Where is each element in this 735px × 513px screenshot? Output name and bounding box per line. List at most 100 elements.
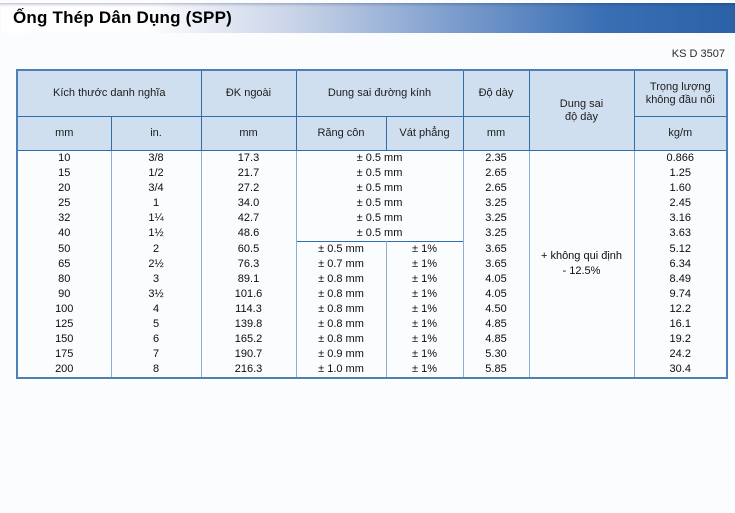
cell-nominal-mm: 150 [16,332,112,347]
cell-thickness: 3.25 [462,226,530,242]
cell-nominal-mm: 125 [16,317,112,332]
cell-thickness: 2.65 [462,181,530,196]
cell-diameter-tolerance: ± 0.5 mm [295,196,464,211]
table-row: 150 6 165.2 ± 0.8 mm ± 1% 4.85 19.2 [16,332,728,347]
cell-tolerance-flat: ± 1% [385,317,464,332]
cell-thickness-tolerance-note: + không qui định - 12.5% [528,150,635,378]
cell-outer-diameter: 216.3 [200,362,297,378]
cell-nominal-mm: 15 [16,166,112,181]
cell-nominal-mm: 100 [16,302,112,317]
cell-outer-diameter: 114.3 [200,302,297,317]
cell-nominal-in: 1 [110,196,202,211]
cell-diameter-tolerance: ± 0.5 mm [295,226,464,242]
cell-outer-diameter: 42.7 [200,211,297,226]
cell-nominal-in: 6 [110,332,202,347]
header-unit-in: in. [110,116,202,151]
cell-tolerance-taper: ± 0.8 mm [295,332,387,347]
cell-weight: 16.1 [633,317,728,332]
table-row: 125 5 139.8 ± 0.8 mm ± 1% 4.85 16.1 [16,317,728,332]
table-row: 10 3/8 17.3 ± 0.5 mm 2.35 + không qui đị… [16,150,728,378]
cell-diameter-tolerance: ± 0.5 mm [295,211,464,226]
cell-outer-diameter: 48.6 [200,226,297,242]
cell-outer-diameter: 139.8 [200,317,297,332]
cell-outer-diameter: 27.2 [200,181,297,196]
cell-weight: 9.74 [633,287,728,302]
note-line2: - 12.5% [562,265,601,277]
cell-nominal-mm: 40 [16,226,112,242]
cell-thickness: 3.25 [462,196,530,211]
cell-weight: 1.60 [633,181,728,196]
table-row: 90 3½ 101.6 ± 0.8 mm ± 1% 4.05 9.74 [16,287,728,302]
title-bar: Ống Thép Dân Dụng (SPP) [0,3,735,33]
cell-nominal-mm: 10 [16,150,112,166]
cell-nominal-in: 3/8 [110,150,202,166]
cell-tolerance-flat: ± 1% [385,347,464,362]
cell-weight: 24.2 [633,347,728,362]
cell-thickness: 4.05 [462,272,530,287]
cell-nominal-mm: 32 [16,211,112,226]
cell-outer-diameter: 165.2 [200,332,297,347]
cell-weight: 19.2 [633,332,728,347]
header-diameter-tolerance: Dung sai đường kính [295,69,464,117]
table-row: 80 3 89.1 ± 0.8 mm ± 1% 4.05 8.49 [16,272,728,287]
cell-thickness: 3.65 [462,241,530,257]
cell-tolerance-flat: ± 1% [385,287,464,302]
cell-nominal-in: 5 [110,317,202,332]
table-row: 15 1/2 21.7 ± 0.5 mm 2.65 1.25 [16,166,728,181]
cell-weight: 1.25 [633,166,728,181]
cell-nominal-in: 1½ [110,226,202,242]
table-row: 100 4 114.3 ± 0.8 mm ± 1% 4.50 12.2 [16,302,728,317]
cell-tolerance-taper: ± 1.0 mm [295,362,387,378]
cell-thickness: 4.05 [462,287,530,302]
cell-tolerance-flat: ± 1% [385,257,464,272]
cell-outer-diameter: 76.3 [200,257,297,272]
cell-tolerance-taper: ± 0.8 mm [295,287,387,302]
cell-diameter-tolerance: ± 0.5 mm [295,166,464,181]
cell-nominal-mm: 90 [16,287,112,302]
cell-nominal-mm: 175 [16,347,112,362]
cell-thickness: 3.25 [462,211,530,226]
cell-tolerance-taper: ± 0.8 mm [295,302,387,317]
cell-nominal-mm: 80 [16,272,112,287]
cell-thickness: 3.65 [462,257,530,272]
header-taper-thread: Răng côn [295,116,387,151]
cell-diameter-tolerance: ± 0.5 mm [295,150,464,166]
cell-weight: 8.49 [633,272,728,287]
cell-weight: 30.4 [633,362,728,378]
table-row: 50 2 60.5 ± 0.5 mm ± 1% 3.65 5.12 [16,241,728,257]
cell-nominal-mm: 65 [16,257,112,272]
page-title: Ống Thép Dân Dụng (SPP) [13,8,232,27]
cell-tolerance-taper: ± 0.9 mm [295,347,387,362]
header-plain-bevel: Vát phẳng [385,116,464,151]
header-row-1: Kích thước danh nghĩa ĐK ngoài Dung sai … [16,69,728,151]
cell-nominal-in: 3½ [110,287,202,302]
cell-thickness: 2.65 [462,166,530,181]
header-thickness-unit: mm [462,116,530,151]
cell-thickness: 2.35 [462,150,530,166]
cell-diameter-tolerance: ± 0.5 mm [295,181,464,196]
cell-weight: 12.2 [633,302,728,317]
cell-nominal-mm: 200 [16,362,112,378]
header-outer-diameter: ĐK ngoài [200,69,297,117]
cell-nominal-mm: 20 [16,181,112,196]
header-thickness: Độ dày [462,69,530,117]
cell-nominal-mm: 25 [16,196,112,211]
cell-outer-diameter: 34.0 [200,196,297,211]
table-row: 25 1 34.0 ± 0.5 mm 3.25 2.45 [16,196,728,211]
header-nominal-size: Kích thước danh nghĩa [16,69,202,117]
cell-outer-diameter: 190.7 [200,347,297,362]
cell-nominal-in: 1/2 [110,166,202,181]
header-thickness-tolerance: Dung sai độ dày [528,69,635,151]
cell-tolerance-taper: ± 0.7 mm [295,257,387,272]
cell-outer-diameter: 60.5 [200,241,297,257]
table-row: 40 1½ 48.6 ± 0.5 mm 3.25 3.63 [16,226,728,242]
cell-thickness: 5.30 [462,347,530,362]
table-row: 65 2½ 76.3 ± 0.7 mm ± 1% 3.65 6.34 [16,257,728,272]
cell-outer-diameter: 101.6 [200,287,297,302]
cell-tolerance-taper: ± 0.5 mm [295,241,387,257]
table-row: 20 3/4 27.2 ± 0.5 mm 2.65 1.60 [16,181,728,196]
cell-outer-diameter: 89.1 [200,272,297,287]
cell-tolerance-flat: ± 1% [385,272,464,287]
cell-nominal-in: 7 [110,347,202,362]
cell-nominal-in: 2½ [110,257,202,272]
